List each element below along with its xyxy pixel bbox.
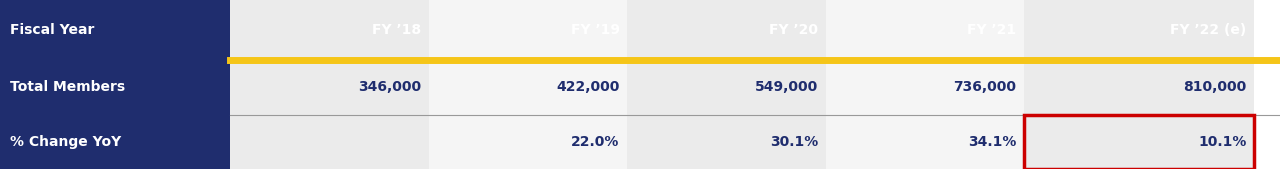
Text: FY ’18: FY ’18 [372, 23, 421, 37]
Bar [826, 60, 1024, 115]
Text: 346,000: 346,000 [358, 80, 421, 94]
Text: FY ’19: FY ’19 [571, 23, 620, 37]
Bar [230, 0, 429, 60]
Bar [1024, 115, 1254, 169]
Bar [0, 60, 230, 115]
Bar [429, 0, 627, 60]
Bar [627, 60, 826, 115]
Bar [627, 115, 826, 169]
Text: % Change YoY: % Change YoY [10, 135, 122, 149]
Bar [0, 115, 230, 169]
Bar [826, 115, 1024, 169]
Text: 810,000: 810,000 [1184, 80, 1247, 94]
Bar [627, 0, 826, 60]
Text: 10.1%: 10.1% [1198, 135, 1247, 149]
Bar [1024, 115, 1254, 169]
Bar [230, 115, 429, 169]
Text: FY ’20: FY ’20 [769, 23, 818, 37]
Bar [429, 60, 627, 115]
Bar [1024, 0, 1254, 60]
Text: FY ’21: FY ’21 [968, 23, 1016, 37]
Text: 549,000: 549,000 [755, 80, 818, 94]
Text: 34.1%: 34.1% [968, 135, 1016, 149]
Text: 22.0%: 22.0% [571, 135, 620, 149]
Text: FY ’22 (e): FY ’22 (e) [1170, 23, 1247, 37]
Text: 30.1%: 30.1% [769, 135, 818, 149]
Bar [826, 0, 1024, 60]
Bar [1024, 60, 1254, 115]
Bar [0, 0, 230, 60]
Bar [230, 60, 429, 115]
Text: Fiscal Year: Fiscal Year [10, 23, 95, 37]
Text: 422,000: 422,000 [556, 80, 620, 94]
Text: Total Members: Total Members [10, 80, 125, 94]
Bar [429, 115, 627, 169]
Text: 736,000: 736,000 [954, 80, 1016, 94]
